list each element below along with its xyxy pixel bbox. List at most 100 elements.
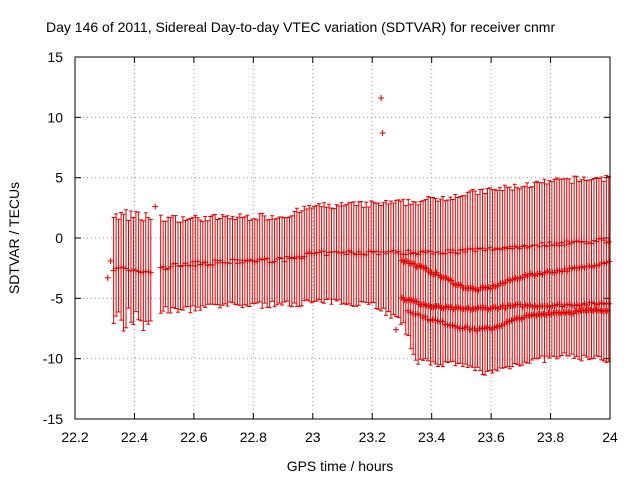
data-point <box>373 248 380 255</box>
error-bar <box>554 177 559 360</box>
outlier-point <box>379 130 386 137</box>
error-bar <box>485 188 490 372</box>
tick-labels: 22.2 22.4 22.6 22.8 23 23.2 23.4 23.6 23.8 24 15 10… <box>43 49 618 445</box>
error-bar <box>468 190 473 367</box>
error-bar <box>383 200 388 316</box>
error-bar <box>562 178 567 354</box>
data-point <box>192 262 199 269</box>
error-bar <box>502 184 507 369</box>
error-bar <box>401 198 406 324</box>
data-point <box>209 261 216 268</box>
x-tick-label: 23.4 <box>418 429 445 445</box>
track-point <box>606 258 613 265</box>
data-point <box>536 243 543 250</box>
data-point <box>454 250 461 257</box>
error-bar <box>421 200 426 361</box>
error-bar <box>366 206 371 305</box>
error-bar <box>431 197 436 363</box>
error-bar <box>128 210 133 323</box>
data-point <box>363 251 370 258</box>
error-bar <box>121 213 126 332</box>
data-points <box>104 95 613 334</box>
y-tick-label: -10 <box>43 351 63 367</box>
data-point <box>442 250 449 257</box>
error-bar <box>418 200 423 360</box>
error-bar <box>601 180 606 362</box>
data-point <box>189 258 196 265</box>
error-bar <box>406 199 411 337</box>
x-tick-label: 23 <box>305 429 321 445</box>
data-point <box>301 253 308 260</box>
outlier-point <box>104 274 111 281</box>
x-tick-label: 22.4 <box>121 429 148 445</box>
error-bar <box>391 202 396 316</box>
data-point <box>147 269 154 276</box>
error-bar <box>136 211 141 321</box>
error-bar <box>114 213 119 317</box>
error-bar <box>492 189 497 371</box>
outlier-point <box>107 257 114 264</box>
outlier-point <box>378 95 385 102</box>
error-bar <box>465 191 470 368</box>
error-bar <box>507 186 512 370</box>
track-point <box>422 313 429 320</box>
error-bar <box>532 181 537 359</box>
x-axis-label: GPS time / hours <box>287 458 394 474</box>
x-tick-label: 22.8 <box>240 429 267 445</box>
error-bar <box>403 204 408 335</box>
outlier-point <box>393 326 399 333</box>
y-tick-label: 10 <box>47 109 63 125</box>
chart-title: Day 146 of 2011, Sidereal Day-to-day VTE… <box>46 19 555 35</box>
error-bar <box>433 197 438 365</box>
track-point <box>423 265 430 272</box>
error-bar <box>423 199 428 360</box>
error-bar <box>413 201 418 361</box>
error-bar <box>483 192 488 376</box>
error-bar <box>426 196 431 362</box>
error-bar <box>289 215 294 308</box>
error-bar <box>166 216 171 314</box>
x-tick-label: 23.2 <box>359 429 386 445</box>
error-bar <box>520 186 525 366</box>
data-point <box>202 259 209 266</box>
error-bar <box>473 190 478 372</box>
error-bar <box>587 179 592 361</box>
y-tick-label: -15 <box>43 411 63 427</box>
x-tick-label: 24 <box>602 429 618 445</box>
error-bar <box>515 187 520 365</box>
error-bar <box>487 187 492 372</box>
error-bar <box>379 205 384 312</box>
error-bar <box>460 195 465 368</box>
data-point <box>231 256 238 263</box>
error-bar <box>396 199 401 319</box>
error-bar <box>579 179 584 362</box>
data-point <box>321 248 328 255</box>
x-tick-label: 22.6 <box>180 429 207 445</box>
data-point <box>264 255 271 262</box>
track-point <box>448 277 455 284</box>
y-tick-label: 0 <box>55 230 63 246</box>
track-point <box>439 318 446 325</box>
track-point <box>606 300 613 307</box>
error-bar <box>440 196 445 368</box>
error-bar <box>374 202 379 310</box>
error-bar <box>539 182 544 357</box>
error-bar <box>141 220 146 331</box>
data-point <box>194 258 201 265</box>
error-bar <box>564 178 569 357</box>
error-bar <box>544 183 549 357</box>
error-bar <box>386 203 391 313</box>
data-point <box>343 251 350 258</box>
data-point <box>278 255 285 262</box>
error-bar <box>557 178 562 358</box>
error-bar <box>510 189 515 368</box>
error-bar <box>455 197 460 365</box>
error-bar <box>381 202 386 309</box>
error-bar <box>329 207 334 305</box>
error-bar <box>453 194 458 367</box>
track-point <box>487 285 494 292</box>
error-bar <box>497 187 502 369</box>
y-tick-label: 15 <box>47 49 63 65</box>
error-bar <box>210 214 215 305</box>
